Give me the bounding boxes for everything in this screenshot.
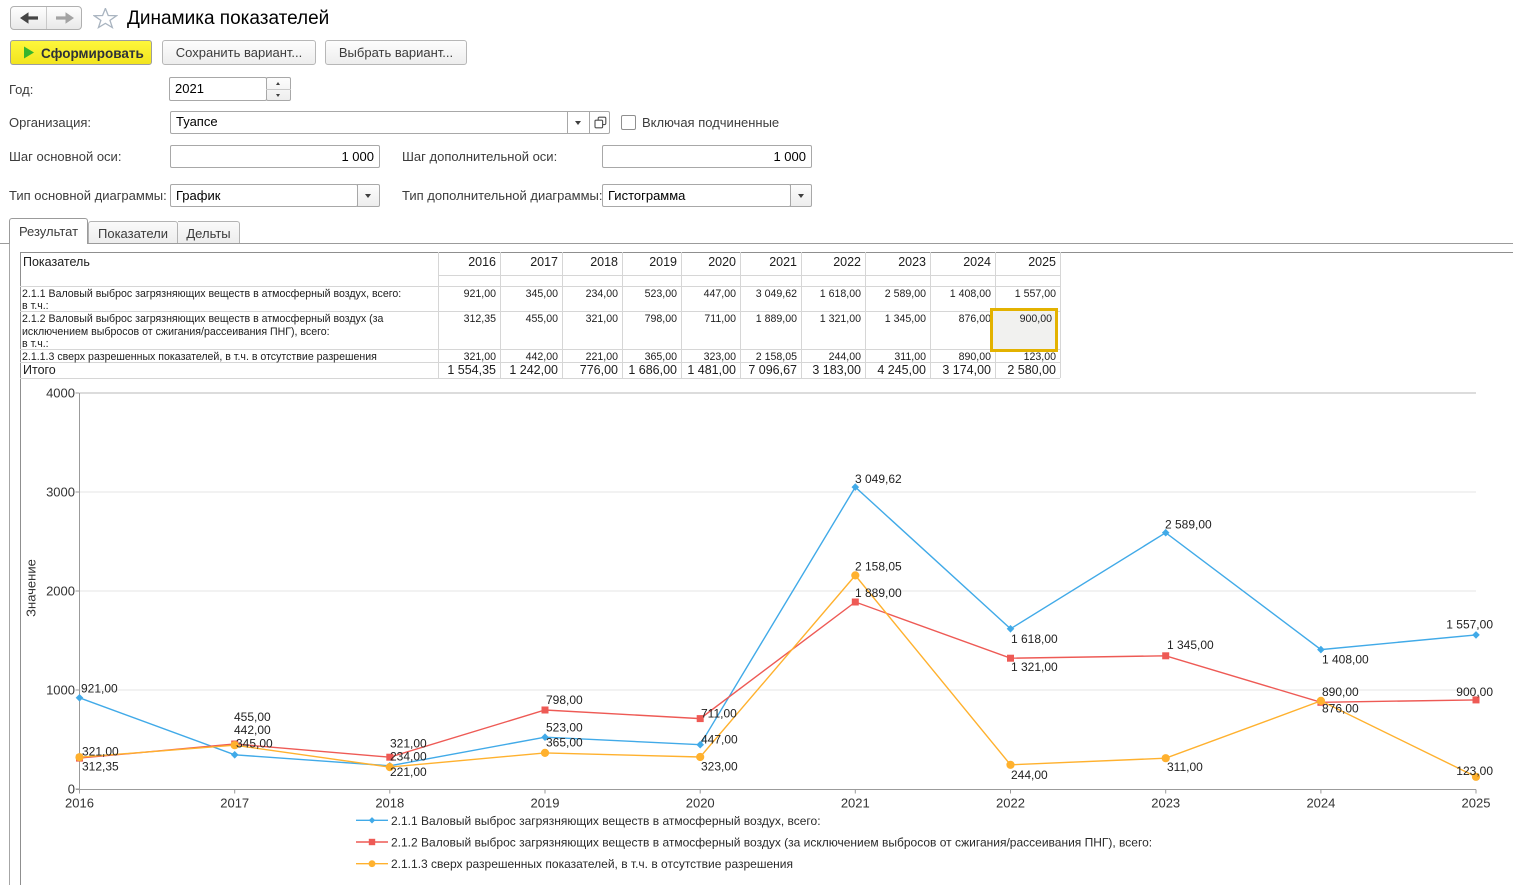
svg-text:4000: 4000 — [46, 386, 75, 401]
svg-text:1 618,00: 1 618,00 — [1011, 632, 1058, 646]
svg-text:221,00: 221,00 — [390, 765, 427, 779]
svg-text:321,00: 321,00 — [82, 745, 119, 759]
svg-text:323,00: 323,00 — [701, 759, 738, 773]
svg-text:523,00: 523,00 — [546, 720, 583, 734]
svg-text:455,00: 455,00 — [234, 710, 271, 724]
svg-text:1 408,00: 1 408,00 — [1322, 653, 1369, 667]
svg-text:311,00: 311,00 — [1167, 760, 1203, 774]
svg-text:Значение: Значение — [24, 559, 39, 617]
svg-text:2.1.2 Валовый выброс загрязняю: 2.1.2 Валовый выброс загрязняющих вещест… — [391, 836, 1152, 850]
svg-text:2022: 2022 — [996, 796, 1025, 811]
svg-text:2020: 2020 — [686, 796, 715, 811]
svg-text:234,00: 234,00 — [390, 750, 427, 764]
svg-text:0: 0 — [68, 782, 75, 797]
svg-text:312,35: 312,35 — [82, 760, 119, 774]
svg-text:890,00: 890,00 — [1322, 685, 1359, 699]
svg-text:2.1.1.3 сверх разрешенных пока: 2.1.1.3 сверх разрешенных показателей, в… — [391, 857, 793, 871]
svg-text:2 589,00: 2 589,00 — [1165, 518, 1212, 532]
svg-text:447,00: 447,00 — [701, 732, 738, 746]
svg-text:921,00: 921,00 — [81, 682, 118, 696]
svg-text:3 049,62: 3 049,62 — [855, 472, 902, 486]
svg-text:2.1.1 Валовый выброс загрязняю: 2.1.1 Валовый выброс загрязняющих вещест… — [391, 814, 821, 828]
svg-text:321,00: 321,00 — [390, 737, 427, 751]
svg-text:2018: 2018 — [375, 796, 404, 811]
svg-text:798,00: 798,00 — [546, 693, 583, 707]
svg-text:1 557,00: 1 557,00 — [1446, 618, 1493, 632]
svg-text:123,00: 123,00 — [1456, 764, 1493, 778]
svg-text:345,00: 345,00 — [236, 737, 273, 751]
svg-text:365,00: 365,00 — [546, 736, 583, 750]
svg-text:2000: 2000 — [46, 584, 75, 599]
svg-text:876,00: 876,00 — [1322, 702, 1359, 716]
svg-text:1 889,00: 1 889,00 — [855, 586, 902, 600]
svg-text:2016: 2016 — [65, 796, 94, 811]
svg-text:2 158,05: 2 158,05 — [855, 560, 902, 574]
svg-text:900,00: 900,00 — [1456, 685, 1493, 699]
svg-text:2025: 2025 — [1462, 796, 1491, 811]
svg-text:2024: 2024 — [1306, 796, 1335, 811]
svg-text:2019: 2019 — [531, 796, 560, 811]
svg-text:2017: 2017 — [220, 796, 249, 811]
svg-text:2021: 2021 — [841, 796, 870, 811]
svg-text:1 345,00: 1 345,00 — [1167, 638, 1214, 652]
svg-text:244,00: 244,00 — [1011, 768, 1048, 782]
svg-text:1 321,00: 1 321,00 — [1011, 660, 1058, 674]
svg-text:442,00: 442,00 — [234, 723, 271, 737]
svg-text:711,00: 711,00 — [701, 706, 737, 720]
svg-text:2023: 2023 — [1151, 796, 1180, 811]
svg-text:1000: 1000 — [46, 683, 75, 698]
svg-text:3000: 3000 — [46, 485, 75, 500]
